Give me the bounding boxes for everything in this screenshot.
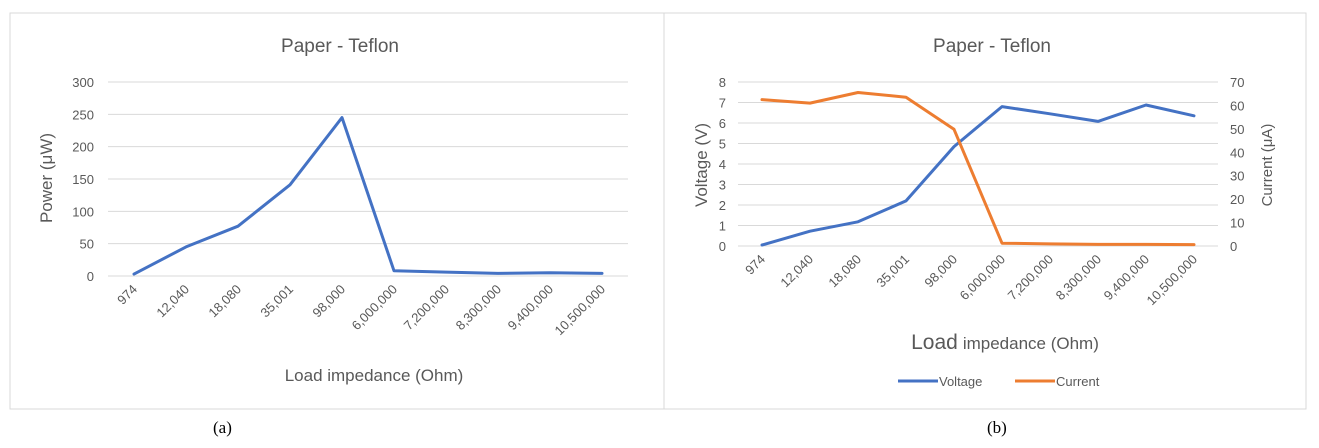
y2-tick-label: 40 — [1230, 145, 1244, 160]
y2-tick-label: 10 — [1230, 216, 1244, 231]
y-tick-label: 7 — [719, 96, 726, 111]
y-tick-label: 8 — [719, 75, 726, 90]
chart-b-x-axis-label-rest: impedance (Ohm) — [963, 334, 1099, 353]
y2-tick-label: 30 — [1230, 169, 1244, 184]
y-tick-label: 4 — [719, 157, 726, 172]
chart-b-x-axis-label: Load impedance (Ohm) — [911, 331, 1099, 354]
chart-b-y2-ticks: 0 10 20 30 40 50 60 70 — [1230, 75, 1244, 254]
y-tick-label: 150 — [72, 172, 94, 187]
chart-b-y2-axis-label: Current (μA) — [1259, 124, 1276, 207]
y2-tick-label: 60 — [1230, 98, 1244, 113]
y-tick-label: 50 — [80, 237, 94, 252]
caption-a: (a) — [213, 418, 232, 437]
chart-a-y-axis-label: Power (μW) — [37, 133, 56, 223]
chart-b-y-ticks: 0 1 2 3 4 5 6 7 8 — [719, 75, 726, 254]
series-line-power — [132, 116, 604, 276]
caption-b: (b) — [987, 418, 1007, 437]
series-line-voltage — [760, 103, 1196, 247]
y-tick-label: 1 — [719, 219, 726, 234]
chart-a-series — [132, 116, 604, 276]
series-line-current — [760, 91, 1196, 247]
y-tick-label: 2 — [719, 198, 726, 213]
chart-b-series — [760, 91, 1196, 247]
y-tick-label: 3 — [719, 178, 726, 193]
y-tick-label: 6 — [719, 116, 726, 131]
y-tick-label: 300 — [72, 75, 94, 90]
chart-b-y-axis-label: Voltage (V) — [692, 123, 711, 207]
y2-tick-label: 50 — [1230, 122, 1244, 137]
y-tick-label: 0 — [719, 239, 726, 254]
chart-b-x-axis-label-main: Load — [911, 331, 958, 354]
legend-label-voltage: Voltage — [939, 374, 982, 389]
y-tick-label: 5 — [719, 137, 726, 152]
y2-tick-label: 20 — [1230, 192, 1244, 207]
chart-a-title: Paper - Teflon — [281, 36, 399, 57]
chart-b-title: Paper - Teflon — [933, 36, 1051, 57]
y-tick-label: 0 — [87, 269, 94, 284]
y-tick-label: 200 — [72, 140, 94, 155]
chart-a-y-ticks: 0 50 100 150 200 250 300 — [72, 75, 94, 284]
chart-a-gridlines — [108, 81, 628, 277]
chart-a-x-axis-label: Load impedance (Ohm) — [285, 366, 464, 385]
y-tick-label: 250 — [72, 107, 94, 122]
legend-label-current: Current — [1056, 374, 1100, 389]
y2-tick-label: 0 — [1230, 239, 1237, 254]
chart-b-legend: Voltage Current — [898, 374, 1100, 389]
y-tick-label: 100 — [72, 204, 94, 219]
y2-tick-label: 70 — [1230, 75, 1244, 90]
